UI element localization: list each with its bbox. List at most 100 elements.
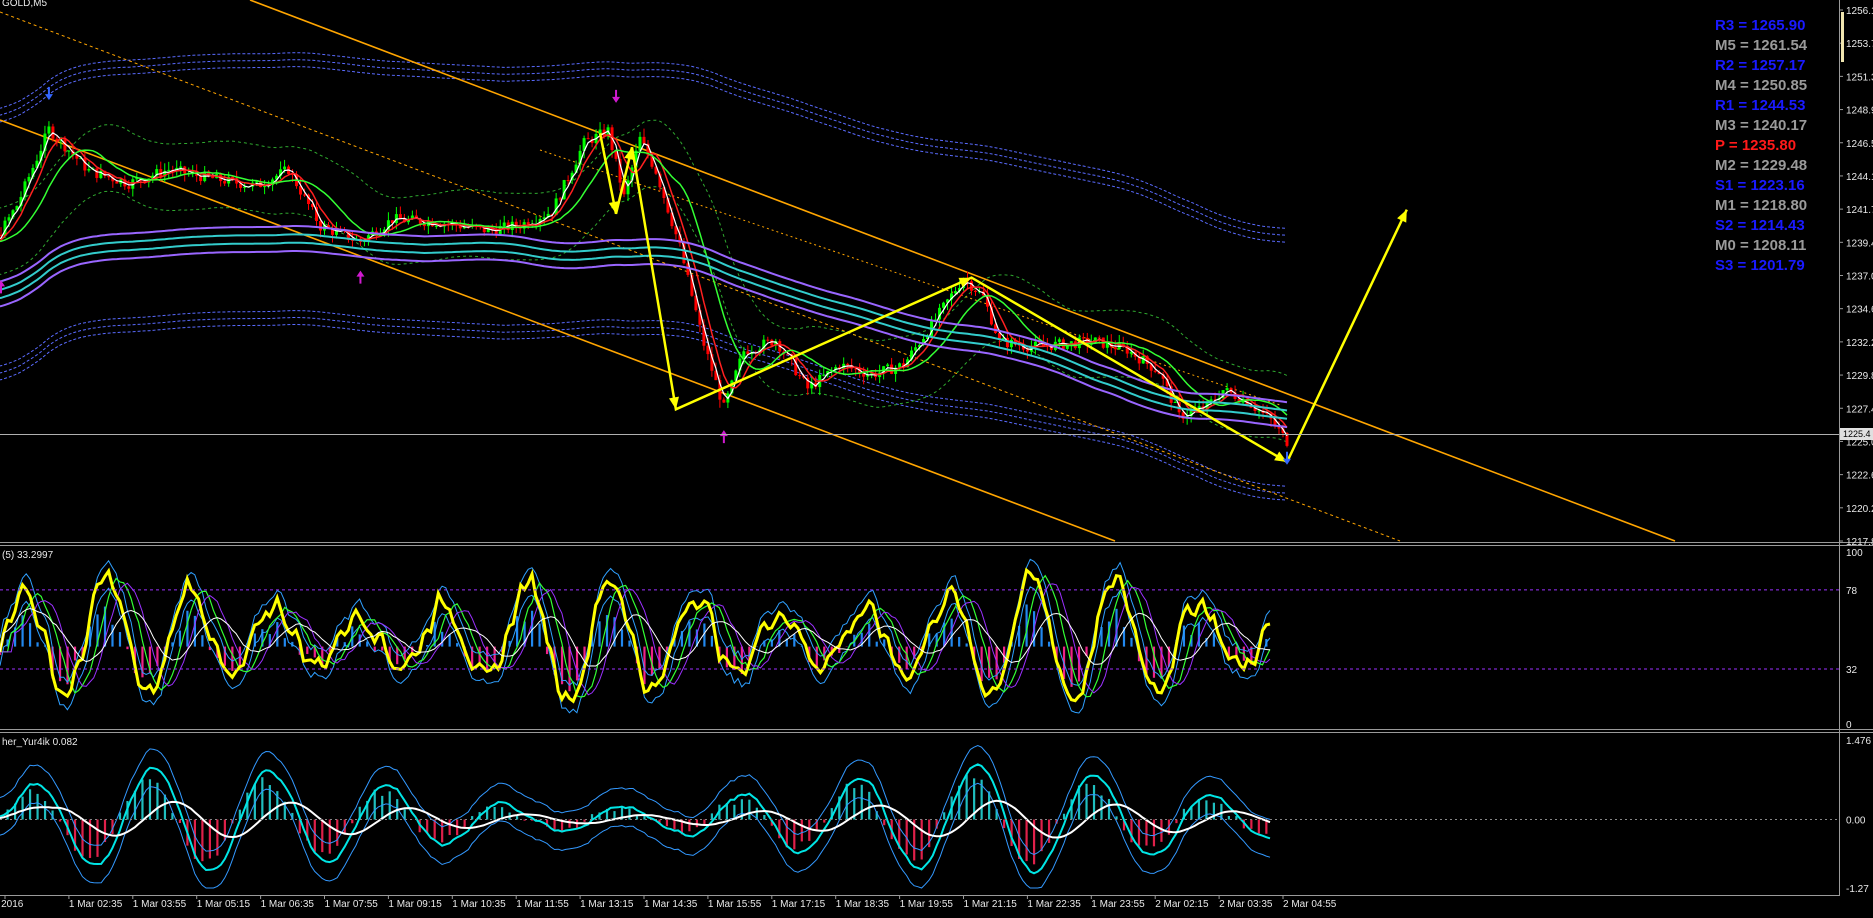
histogram-bar (1122, 819, 1126, 831)
oscillator-bar (141, 646, 144, 678)
time-tick-label: 2 Mar 02:15 (1155, 899, 1209, 910)
histogram-bar (583, 819, 586, 822)
envelope-bands (0, 52, 1288, 501)
histogram-bar (96, 819, 99, 857)
candle-body (235, 178, 239, 184)
histogram-bar (1092, 785, 1096, 820)
histogram-bar (1017, 819, 1021, 859)
histogram-bar (658, 819, 661, 824)
candle-body (650, 155, 654, 167)
candle-body (622, 182, 626, 195)
oscillator-bar (501, 646, 504, 653)
candle-body (538, 219, 542, 224)
candle-body (698, 310, 702, 325)
candle-body (1197, 406, 1201, 409)
pivot-level: R1 = 1244.53 (1715, 97, 1806, 114)
time-tick-label: 2 Mar 04:55 (1283, 899, 1337, 910)
candle-body (31, 167, 35, 177)
candle-body (766, 339, 770, 341)
candle-body (243, 186, 247, 188)
histogram-bar (201, 819, 204, 862)
price-tick-label: 1239.4 (1846, 238, 1873, 249)
oscillator-bar (66, 646, 69, 685)
candle-body (774, 341, 778, 346)
oscillator-bar (1235, 646, 1238, 656)
candle-body (686, 263, 690, 275)
histogram-line (0, 745, 1271, 855)
oscillator-bar (118, 632, 122, 647)
histogram-bar (800, 819, 803, 842)
candle-body (1093, 337, 1097, 343)
histogram-bar (58, 819, 62, 822)
candle-body (598, 129, 602, 134)
candle-body (55, 138, 59, 141)
histogram-bar (935, 819, 938, 829)
envelope-line (0, 310, 1288, 487)
slow-ma-band (0, 250, 1288, 429)
oscillator-bar (1047, 641, 1051, 647)
candle-body (626, 180, 630, 195)
pivot-level: M0 = 1208.11 (1715, 237, 1806, 254)
candle-body (239, 183, 243, 188)
scroll-marker[interactable] (1841, 12, 1844, 62)
oscillator-bar (898, 646, 901, 663)
oscillator-bar (88, 626, 92, 647)
oscillator-bar (628, 640, 631, 647)
histogram-bar (1025, 819, 1028, 862)
oscillator-bar (208, 646, 211, 651)
oscillator-bar (980, 646, 983, 682)
histogram-bar (628, 808, 631, 820)
histogram-bar (733, 804, 736, 820)
candle-body (326, 225, 330, 229)
pivot-level: M1 = 1218.80 (1715, 197, 1807, 214)
histogram-bar (246, 792, 249, 820)
candle-body (674, 226, 678, 235)
candle-body (942, 302, 946, 308)
candle-body (570, 172, 574, 181)
candle-body (35, 160, 39, 168)
oscillator-bar (733, 646, 736, 670)
time-tick-label: 1 Mar 05:15 (197, 899, 251, 910)
histogram-bar (366, 800, 369, 820)
candle-body (151, 175, 155, 179)
oscillator-bar (935, 633, 938, 647)
oscillator-line (0, 607, 1271, 667)
histogram-bar (995, 808, 998, 820)
current-price-value: 1225.4 (1843, 429, 1871, 439)
candle-body (7, 217, 11, 221)
oscillator-bar (583, 646, 586, 662)
oscillator-bar (253, 633, 256, 647)
oscillator-bar (1040, 627, 1043, 647)
candle-body (23, 181, 27, 197)
oscillator-bar (965, 643, 968, 647)
time-tick-label: 1 Mar 07:55 (325, 899, 379, 910)
oscillator-bar (860, 632, 863, 647)
oscillator-bar (96, 614, 99, 647)
oscillator-bar (1220, 645, 1223, 647)
candle-body (542, 217, 546, 220)
signal-arrows (0, 87, 1291, 465)
oscillator-bar (598, 621, 601, 647)
candle-body (15, 206, 19, 211)
candle-body (514, 221, 518, 227)
histogram-bar (1265, 819, 1268, 834)
oscillator-tick-label: 0 (1846, 720, 1852, 731)
histogram-tick-label: -1.27 (1846, 884, 1869, 895)
candle-body (334, 229, 338, 235)
histogram-bar (680, 819, 684, 835)
candle-body (0, 234, 3, 237)
candle-body (734, 370, 738, 381)
histogram-bar (823, 819, 826, 823)
oscillator-bar (530, 610, 534, 647)
histogram-bar (276, 791, 279, 820)
oscillator-bar (605, 615, 609, 647)
candle-body (211, 175, 215, 179)
candle-body (271, 179, 275, 186)
candle-body (989, 306, 993, 325)
pivot-level: S2 = 1214.43 (1715, 217, 1805, 234)
candle-body (690, 274, 694, 296)
candle-body (1277, 425, 1281, 429)
candle-body (1157, 371, 1161, 375)
histogram-bar (486, 806, 489, 820)
